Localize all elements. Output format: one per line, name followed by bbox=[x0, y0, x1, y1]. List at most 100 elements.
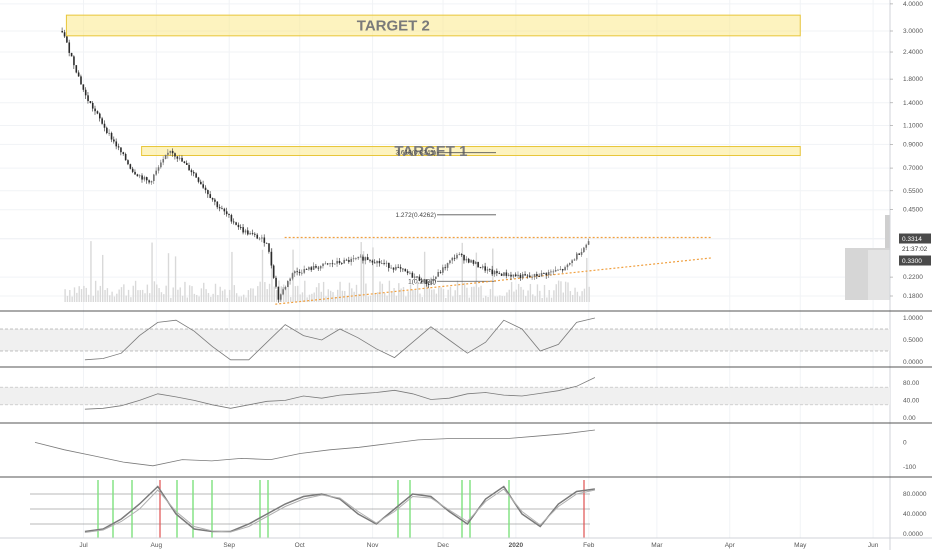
candle-body bbox=[381, 263, 383, 264]
volume-bar bbox=[184, 281, 186, 302]
volume-bar bbox=[564, 281, 567, 302]
volume-bar bbox=[273, 286, 275, 302]
volume-bar bbox=[583, 288, 586, 302]
candle-body bbox=[294, 271, 296, 274]
volume-bar bbox=[181, 295, 184, 302]
volume-bar bbox=[130, 297, 132, 302]
volume-bar bbox=[266, 289, 268, 302]
volume-bar bbox=[231, 251, 233, 302]
volume-bar bbox=[435, 293, 438, 302]
volume-bar bbox=[134, 280, 137, 302]
volume-bar bbox=[285, 288, 287, 302]
volume-bar bbox=[362, 251, 365, 302]
candle-body bbox=[279, 294, 282, 300]
candle-body bbox=[576, 253, 578, 260]
candle-body bbox=[585, 244, 588, 248]
candle-body bbox=[451, 257, 454, 261]
volume-bar bbox=[522, 289, 525, 302]
volume-bar bbox=[341, 290, 344, 302]
volume-bar bbox=[306, 297, 308, 302]
x-tick-label-0: Jul bbox=[79, 542, 88, 549]
candle-body bbox=[89, 101, 92, 103]
volume-bar bbox=[513, 291, 515, 302]
osc-line-1 bbox=[84, 377, 596, 410]
candle-body bbox=[221, 208, 223, 210]
volume-bar bbox=[332, 292, 334, 302]
candle-body bbox=[291, 273, 294, 279]
candle-body bbox=[277, 286, 280, 300]
volume-bar bbox=[224, 289, 226, 302]
volume-bar bbox=[452, 296, 454, 302]
volume-bar bbox=[494, 296, 496, 302]
candle-body bbox=[479, 267, 482, 268]
candle-body bbox=[587, 241, 590, 245]
volume-bar bbox=[156, 284, 158, 302]
volume-bar bbox=[69, 290, 71, 302]
x-tick-label-9: Apr bbox=[725, 542, 736, 549]
candle-body bbox=[533, 274, 536, 277]
panel-3-tick-1: 40.0000 bbox=[903, 511, 927, 518]
volume-bar bbox=[109, 295, 111, 302]
candle-body bbox=[141, 175, 143, 180]
volume-bar bbox=[468, 297, 470, 302]
candle-body bbox=[341, 263, 343, 264]
volume-bar bbox=[539, 290, 541, 302]
y-tick-label-3: 1.8000 bbox=[903, 76, 923, 83]
volume-profile-block bbox=[885, 215, 890, 248]
candle-body bbox=[305, 269, 308, 270]
candle-body bbox=[228, 214, 230, 216]
volume-bar bbox=[572, 294, 574, 302]
candle-body bbox=[237, 224, 240, 228]
volume-bar bbox=[245, 297, 247, 302]
candle-body bbox=[174, 153, 176, 157]
candle-body bbox=[143, 177, 146, 180]
candle-body bbox=[550, 271, 552, 273]
candle-body bbox=[505, 272, 508, 276]
candle-body bbox=[117, 146, 120, 148]
candle-body bbox=[493, 271, 496, 275]
candle-body bbox=[197, 177, 200, 182]
candle-body bbox=[423, 279, 425, 283]
volume-bar bbox=[188, 285, 191, 302]
volume-bar bbox=[116, 293, 118, 302]
candle-body bbox=[557, 269, 559, 271]
candle-body bbox=[371, 260, 374, 263]
last-price-box bbox=[899, 233, 931, 244]
volume-bar bbox=[433, 289, 435, 302]
volume-bar bbox=[463, 282, 466, 302]
volume-bar bbox=[503, 296, 506, 302]
volume-bar bbox=[163, 294, 165, 302]
volume-bar bbox=[384, 293, 386, 302]
volume-bar bbox=[517, 283, 520, 302]
volume-bar bbox=[257, 286, 259, 302]
candle-body bbox=[87, 95, 89, 102]
candle-body bbox=[287, 280, 289, 287]
volume-bar bbox=[165, 285, 167, 302]
volume-bar bbox=[226, 297, 228, 302]
candle-body bbox=[435, 276, 437, 279]
candle-body bbox=[475, 262, 477, 264]
volume-bar bbox=[419, 293, 421, 302]
panel-1-tick-1: 40.00 bbox=[903, 397, 920, 404]
volume-bar bbox=[280, 286, 282, 302]
candle-body bbox=[352, 258, 355, 260]
candle-body bbox=[301, 272, 303, 274]
y-tick-label-12: 0.2200 bbox=[903, 274, 923, 281]
candle-body bbox=[101, 118, 103, 124]
volume-bar bbox=[243, 294, 245, 302]
volume-bar bbox=[120, 287, 123, 302]
volume-bar bbox=[449, 286, 452, 302]
volume-bar bbox=[351, 288, 353, 302]
candle-body bbox=[178, 157, 181, 159]
volume-bar bbox=[123, 284, 125, 302]
volume-bar bbox=[400, 288, 402, 302]
candle-body bbox=[244, 230, 247, 233]
candle-body bbox=[416, 276, 418, 278]
volume-bar bbox=[374, 293, 376, 302]
volume-bar bbox=[339, 281, 341, 302]
volume-bar bbox=[555, 284, 557, 302]
volume-bar bbox=[254, 295, 257, 302]
volume-bar bbox=[271, 248, 273, 302]
